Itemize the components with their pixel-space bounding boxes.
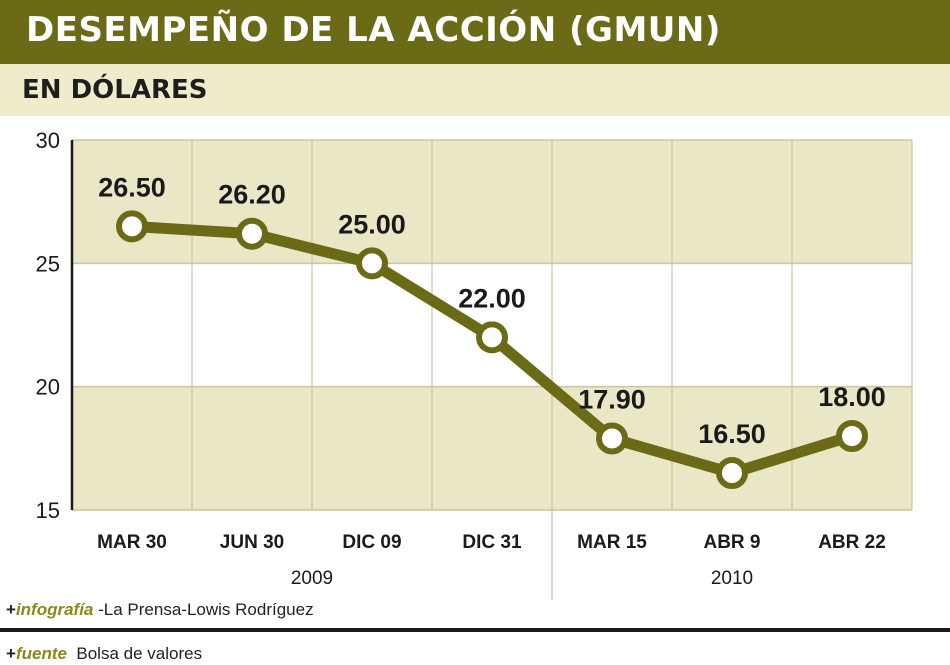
x-tick-label: MAR 15 <box>577 532 647 553</box>
credit-text: -La Prensa-Lowis Rodríguez <box>98 600 314 619</box>
plus-icon: + <box>6 644 16 663</box>
year-group-label: 2010 <box>711 568 753 589</box>
y-tick-label: 20 <box>36 375 60 400</box>
x-tick-label: DIC 09 <box>342 532 401 553</box>
data-point <box>476 321 508 354</box>
footer-divider <box>0 628 950 632</box>
x-tick-label: DIC 31 <box>462 532 522 553</box>
data-point <box>716 457 748 489</box>
data-label: 17.90 <box>578 384 646 414</box>
chart-subtitle: EN DÓLARES <box>22 75 208 105</box>
x-tick-label: ABR 22 <box>818 532 886 553</box>
data-label: 18.00 <box>818 382 886 412</box>
data-label: 16.50 <box>698 419 766 449</box>
grid-band <box>72 386 912 510</box>
plus-icon: + <box>6 600 16 619</box>
data-point <box>596 422 628 455</box>
title-bar: DESEMPEÑO DE LA ACCIÓN (GMUN) <box>0 0 950 64</box>
year-group-label: 2009 <box>291 568 333 589</box>
data-label: 26.50 <box>98 172 166 202</box>
x-tick-label: JUN 30 <box>220 532 284 553</box>
x-tick-label: MAR 30 <box>97 532 167 553</box>
credit-tag: infografía <box>15 600 94 619</box>
grid-band <box>72 140 912 264</box>
y-tick-label: 30 <box>36 128 60 153</box>
chart-title: DESEMPEÑO DE LA ACCIÓN (GMUN) <box>26 10 721 50</box>
line-chart: 15 20 25 30 MAR 30 JUN 30 DIC 09 DIC 31 MAR 15 AB… <box>36 128 913 600</box>
data-label: 22.00 <box>458 283 526 313</box>
data-label: 25.00 <box>338 209 406 239</box>
data-point <box>836 420 868 452</box>
subtitle-bar: EN DÓLARES <box>0 64 950 116</box>
x-tick-label: ABR 9 <box>703 532 760 553</box>
data-point <box>116 210 148 243</box>
source-line: +fuente Bolsa de valores <box>6 644 202 664</box>
credit-line: +infografía -La Prensa-Lowis Rodríguez <box>6 600 314 620</box>
data-point <box>236 217 268 250</box>
data-label: 26.20 <box>218 180 286 210</box>
y-tick-label: 15 <box>36 498 60 523</box>
source-tag: fuente <box>15 644 67 663</box>
data-point <box>356 247 388 280</box>
source-text: Bolsa de valores <box>76 644 203 663</box>
y-tick-label: 25 <box>36 251 60 276</box>
